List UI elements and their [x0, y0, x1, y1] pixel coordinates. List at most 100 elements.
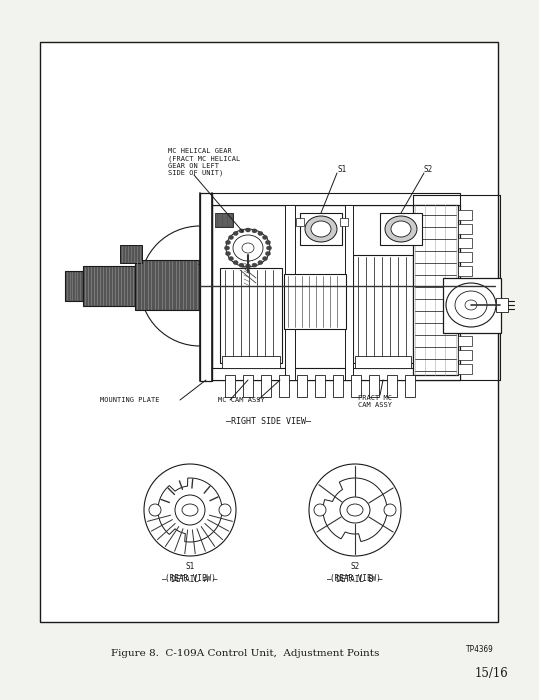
- Ellipse shape: [258, 260, 263, 265]
- Ellipse shape: [262, 257, 267, 260]
- Bar: [458, 364, 472, 374]
- Bar: [458, 238, 472, 248]
- Bar: [261, 375, 271, 397]
- Polygon shape: [158, 478, 222, 542]
- Bar: [212, 193, 460, 205]
- Bar: [355, 356, 411, 368]
- Bar: [333, 375, 343, 397]
- Bar: [243, 375, 253, 397]
- Ellipse shape: [144, 464, 236, 556]
- Ellipse shape: [225, 240, 231, 244]
- Ellipse shape: [226, 229, 270, 267]
- Bar: [212, 368, 460, 380]
- Ellipse shape: [252, 229, 257, 233]
- Bar: [380, 213, 422, 245]
- Bar: [413, 205, 458, 375]
- Ellipse shape: [233, 235, 263, 261]
- Ellipse shape: [340, 497, 370, 523]
- Ellipse shape: [309, 464, 401, 556]
- Bar: [222, 356, 280, 368]
- Ellipse shape: [182, 504, 198, 516]
- Bar: [443, 278, 501, 333]
- Text: FRACT MC
CAM ASSY: FRACT MC CAM ASSY: [358, 395, 392, 408]
- Text: 15/16: 15/16: [475, 666, 509, 680]
- Ellipse shape: [175, 495, 205, 525]
- Bar: [215, 213, 233, 227]
- Bar: [279, 375, 289, 397]
- Ellipse shape: [233, 260, 238, 265]
- Ellipse shape: [262, 235, 267, 239]
- Text: 1: 1: [196, 260, 201, 266]
- Bar: [284, 274, 346, 329]
- Ellipse shape: [266, 240, 271, 244]
- Text: Figure 8.  C-109A Control Unit,  Adjustment Points: Figure 8. C-109A Control Unit, Adjustmen…: [111, 648, 379, 657]
- Text: — DETAIL B —: — DETAIL B —: [327, 575, 383, 584]
- Bar: [458, 210, 472, 220]
- Ellipse shape: [242, 243, 254, 253]
- Bar: [40, 42, 498, 622]
- Bar: [458, 308, 472, 318]
- Ellipse shape: [229, 257, 233, 260]
- Bar: [369, 375, 379, 397]
- Ellipse shape: [385, 216, 417, 242]
- Ellipse shape: [311, 221, 331, 237]
- Bar: [135, 260, 200, 310]
- Ellipse shape: [225, 246, 230, 250]
- Bar: [458, 224, 472, 234]
- Ellipse shape: [149, 504, 161, 516]
- Text: S2
(REAR VIEW): S2 (REAR VIEW): [329, 562, 381, 584]
- Bar: [458, 280, 472, 290]
- Text: S1
(REAR VIEW): S1 (REAR VIEW): [164, 562, 216, 584]
- Ellipse shape: [252, 263, 257, 267]
- Ellipse shape: [219, 504, 231, 516]
- Bar: [351, 375, 361, 397]
- Ellipse shape: [245, 264, 251, 268]
- Bar: [496, 298, 508, 312]
- Bar: [345, 205, 353, 380]
- Ellipse shape: [245, 228, 251, 232]
- Text: —RIGHT SIDE VIEW—: —RIGHT SIDE VIEW—: [226, 417, 312, 426]
- Ellipse shape: [446, 283, 496, 327]
- Bar: [65, 271, 83, 301]
- Ellipse shape: [229, 235, 233, 239]
- Bar: [225, 375, 235, 397]
- Polygon shape: [323, 478, 387, 542]
- Ellipse shape: [239, 263, 244, 267]
- Bar: [458, 294, 472, 304]
- Bar: [296, 218, 304, 226]
- Bar: [200, 193, 212, 381]
- Text: MC CAM ASSY: MC CAM ASSY: [218, 397, 265, 403]
- Ellipse shape: [384, 504, 396, 516]
- Text: MOUNTING PLATE: MOUNTING PLATE: [100, 397, 160, 403]
- Bar: [83, 266, 135, 306]
- Text: — DETAIL A —: — DETAIL A —: [162, 575, 218, 584]
- Bar: [220, 268, 282, 363]
- Text: MC HELICAL GEAR
(FRACT MC HELICAL
GEAR ON LEFT
SIDE OF UNIT): MC HELICAL GEAR (FRACT MC HELICAL GEAR O…: [168, 148, 240, 176]
- Bar: [212, 205, 460, 380]
- Ellipse shape: [314, 504, 326, 516]
- Ellipse shape: [233, 232, 238, 235]
- Text: S1: S1: [337, 165, 346, 174]
- Bar: [297, 375, 307, 397]
- Ellipse shape: [305, 216, 337, 242]
- Ellipse shape: [465, 300, 477, 310]
- Bar: [300, 213, 342, 245]
- Ellipse shape: [391, 221, 411, 237]
- Text: TP4369: TP4369: [466, 645, 494, 654]
- Bar: [120, 245, 142, 263]
- Bar: [387, 375, 397, 397]
- Ellipse shape: [266, 246, 272, 250]
- Ellipse shape: [455, 291, 487, 319]
- Bar: [285, 205, 295, 380]
- Bar: [315, 375, 325, 397]
- Text: S2: S2: [424, 165, 433, 174]
- Bar: [353, 255, 413, 363]
- Ellipse shape: [225, 251, 231, 256]
- Bar: [340, 218, 348, 226]
- Bar: [458, 350, 472, 360]
- Bar: [458, 322, 472, 332]
- Bar: [458, 336, 472, 346]
- Ellipse shape: [347, 504, 363, 516]
- Ellipse shape: [266, 251, 271, 256]
- Bar: [458, 252, 472, 262]
